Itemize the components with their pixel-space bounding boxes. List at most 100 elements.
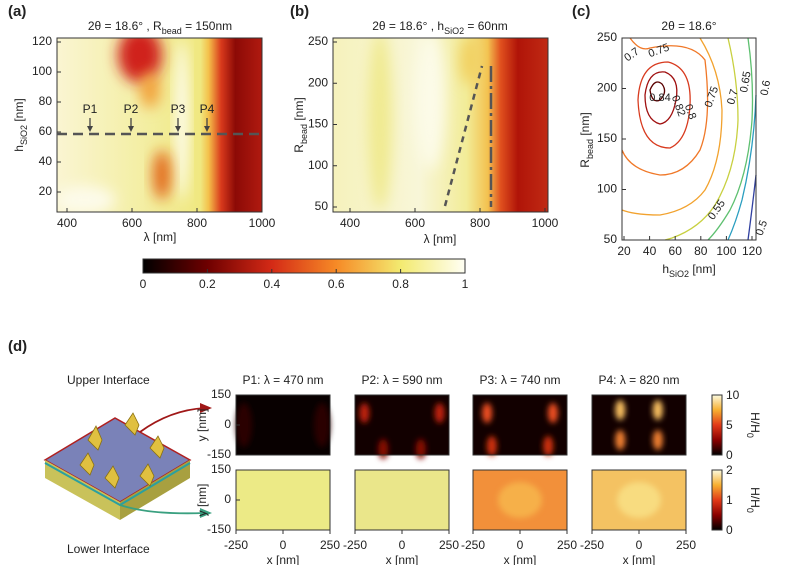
x-axis-label: x [nm]	[386, 553, 419, 565]
panel-title-part: SiO2	[444, 26, 464, 36]
y-axis-label-part: [nm]	[578, 112, 592, 139]
y-tick-label: 100	[308, 158, 328, 172]
x-tick-label: 60	[669, 244, 683, 258]
marker-label: P3	[171, 102, 186, 116]
y-tick-label: -150	[207, 447, 231, 461]
x-axis-label: x [nm]	[267, 553, 300, 565]
x-tick-label: 400	[340, 216, 360, 230]
field-spot	[359, 403, 370, 423]
colorbar-label-part: 0	[745, 508, 755, 513]
field-map-bottom	[354, 469, 450, 531]
axes-a	[56, 37, 263, 213]
field-map-top	[354, 394, 450, 459]
field-map-top	[235, 394, 331, 456]
x-tick-label: 0.6	[328, 277, 345, 291]
field-spot	[314, 403, 330, 447]
field-frame	[472, 394, 568, 456]
field-spot	[543, 436, 554, 456]
field-spot	[547, 403, 558, 423]
x-tick-label: 600	[405, 216, 425, 230]
x-tick-label: 0	[140, 277, 147, 291]
field-map-bottom	[472, 469, 568, 531]
colorbar-tick-label: 0	[726, 523, 733, 537]
y-axis-label-part: R	[292, 144, 306, 153]
field-spot	[378, 439, 389, 459]
contour-label: 0.84	[649, 92, 670, 104]
y-tick-label: 200	[308, 75, 328, 89]
column-title: P1: λ = 470 nm	[242, 373, 323, 387]
field-spot	[498, 482, 542, 518]
marker-arrowhead	[87, 126, 93, 132]
x-tick-label: -250	[461, 538, 485, 552]
field-bg	[592, 395, 686, 455]
panel-title-part: = 60nm	[464, 19, 508, 33]
x-tick-label: 0	[280, 538, 287, 552]
field-bg	[355, 395, 449, 455]
field-spot	[652, 400, 663, 420]
contours	[621, 37, 757, 241]
field-frame	[591, 394, 687, 456]
x-tick-label: 250	[320, 538, 340, 552]
field-spot	[236, 403, 252, 447]
y-tick-label: 50	[315, 199, 329, 213]
colorbar-label: H/H0	[745, 412, 762, 438]
field-map-bottom	[591, 469, 687, 531]
marker-label: P1	[83, 102, 98, 116]
field-bg	[235, 469, 331, 531]
field-spot	[415, 439, 426, 459]
panel-title-part: bead	[162, 26, 182, 36]
marker-label: P4	[200, 102, 215, 116]
x-tick-label: 1000	[532, 216, 559, 230]
y-tick-label: 250	[308, 34, 328, 48]
x-axis-label: x [nm]	[504, 553, 537, 565]
y-axis-label-part: h	[12, 145, 26, 152]
y-axis-label-part: SiO2	[19, 125, 29, 145]
y-axis-label-part: [nm]	[292, 97, 306, 124]
y-tick-label: 0	[224, 417, 231, 431]
colorbar-tick-label: 5	[726, 418, 733, 432]
x-tick-label: 250	[557, 538, 577, 552]
column-title: P4: λ = 820 nm	[598, 373, 679, 387]
panel-label: (c)	[572, 3, 590, 20]
x-axis-label-part: h	[662, 262, 669, 276]
contour-label: 0.65	[738, 70, 754, 93]
y-axis-label: y [nm]	[195, 409, 209, 442]
x-axis-label: λ [nm]	[424, 232, 457, 246]
x-axis-label: hSiO2 [nm]	[662, 262, 715, 279]
x-tick-label: 800	[187, 216, 207, 230]
y-tick-label: 200	[597, 81, 617, 95]
field-map-top	[591, 394, 687, 456]
y-tick-label: 150	[211, 387, 231, 401]
x-tick-label: 80	[694, 244, 708, 258]
field-spot	[615, 400, 626, 420]
marker-arrowhead	[204, 126, 210, 132]
field-map-top	[472, 394, 568, 456]
y-axis-label: y [nm]	[195, 484, 209, 517]
dashed-line	[443, 65, 484, 207]
colorbar	[142, 258, 466, 274]
y-tick-label: 100	[32, 64, 52, 78]
panel-title-part: 2θ = 18.6° , h	[372, 19, 444, 33]
x-tick-label: 0.8	[392, 277, 409, 291]
x-axis-label-part: [nm]	[689, 262, 716, 276]
y-tick-label: 40	[39, 154, 53, 168]
x-tick-label: 0	[636, 538, 643, 552]
heatmap-a	[57, 38, 262, 212]
x-tick-label: 120	[742, 244, 762, 258]
y-tick-label: 20	[39, 184, 53, 198]
panel-title: 2θ = 18.6° , hSiO2 = 60nm	[372, 19, 508, 36]
field-spot	[434, 403, 445, 423]
x-tick-label: -250	[224, 538, 248, 552]
x-tick-label: 250	[676, 538, 696, 552]
colorbar-label: H/H0	[745, 487, 762, 513]
panel-label: (b)	[290, 3, 309, 20]
panel-title: 2θ = 18.6°	[661, 19, 716, 33]
y-tick-label: -150	[207, 522, 231, 536]
x-tick-label: 0	[399, 538, 406, 552]
panel-title: 2θ = 18.6° , Rbead = 150nm	[88, 19, 232, 36]
y-axis-label: Rbead [nm]	[292, 97, 309, 152]
y-axis-label-part: bead	[585, 139, 595, 159]
contour-label: 0.7	[725, 88, 741, 106]
